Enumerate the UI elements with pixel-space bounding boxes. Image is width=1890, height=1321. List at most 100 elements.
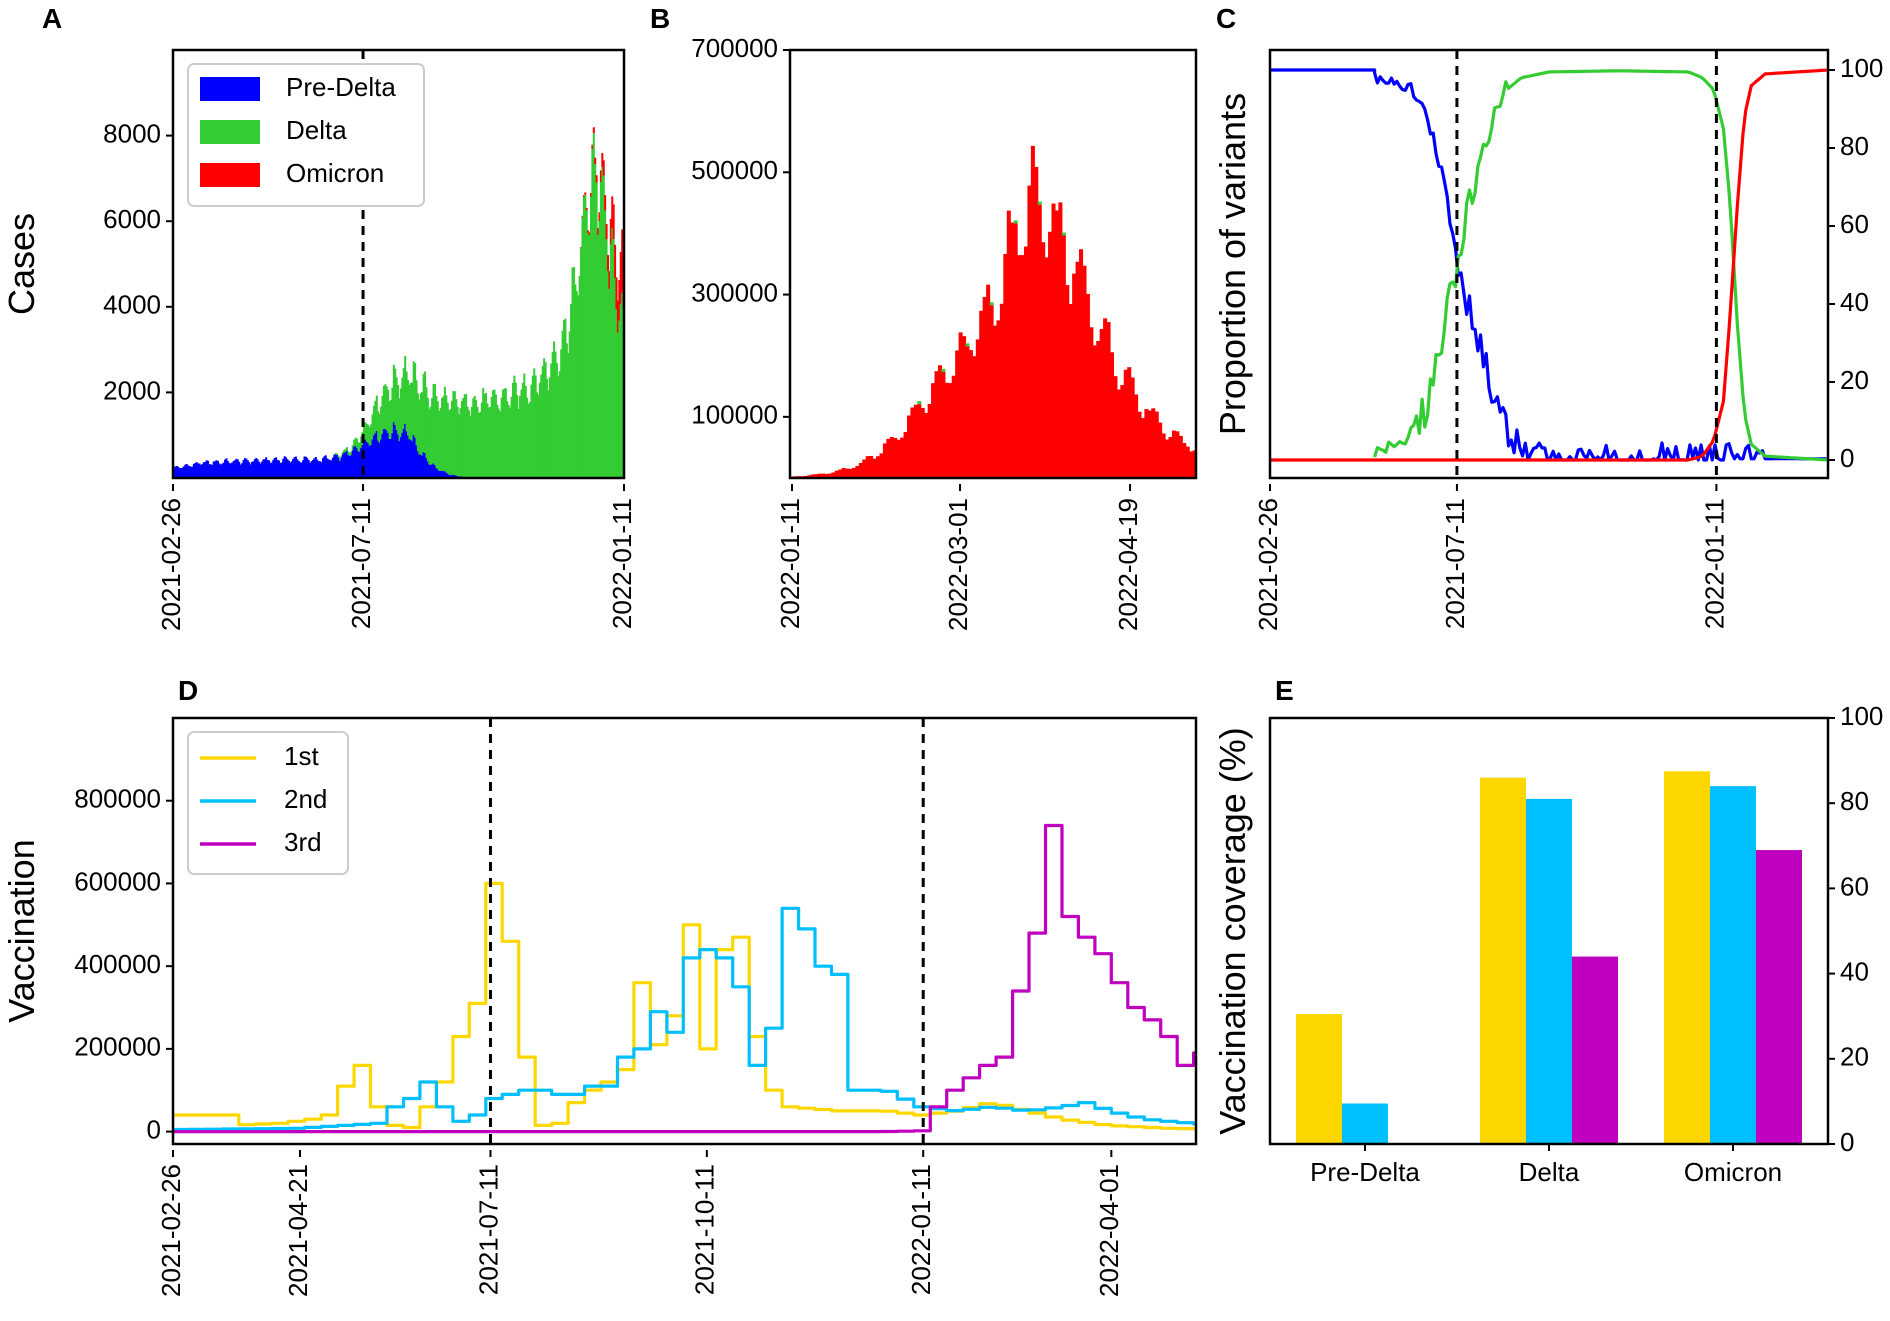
legend-label: Delta [286, 115, 347, 145]
bar-pre-delta [313, 458, 316, 478]
bar-delta [489, 406, 492, 478]
y-tick-label: 2000 [103, 375, 161, 405]
bar-delta [404, 355, 407, 424]
bar-delta [389, 399, 393, 439]
bar-pre-delta [438, 470, 441, 478]
bar-omicron [917, 404, 922, 478]
bar-pre-delta [259, 463, 262, 478]
bar-delta [510, 396, 513, 478]
bar-pre-delta [309, 462, 312, 478]
bar-delta [344, 448, 347, 453]
bar-delta [368, 427, 371, 446]
bar-omicron [599, 170, 602, 183]
bar-pre-delta [221, 463, 224, 478]
bar-pre-delta [344, 452, 347, 478]
bar-pre-delta [268, 460, 271, 478]
bar-delta [409, 382, 412, 440]
bar-delta [521, 382, 524, 478]
bar-omicron [865, 456, 870, 478]
bar-delta [458, 414, 461, 477]
y-axis-label: Vaccination coverage (%) [1212, 727, 1253, 1135]
bar-pre-delta [258, 461, 261, 478]
bar-delta [394, 368, 397, 425]
bar-pre-delta [272, 459, 275, 478]
bar-delta [534, 375, 537, 478]
panel-label: D [178, 675, 198, 706]
bar-pre-delta [194, 462, 197, 478]
bar-pre-delta [387, 432, 390, 478]
bar-delta [467, 410, 471, 478]
bar-omicron [920, 407, 925, 478]
y-tick-label: 200000 [74, 1032, 161, 1062]
bar-pre-delta [188, 466, 191, 478]
bar-omicron [585, 208, 588, 211]
bar-delta [367, 424, 370, 444]
bar-pre-delta [334, 454, 337, 478]
bar-pre-delta [364, 439, 367, 478]
bar-omicron-dose-2nd [1710, 786, 1756, 1144]
bar-pre-delta [251, 461, 254, 478]
bar-pre-delta [242, 460, 245, 478]
bar-pre-delta [375, 430, 378, 478]
bar-pre-delta [239, 464, 242, 478]
bar-delta [941, 368, 946, 372]
bar-pre-delta [283, 456, 286, 478]
bar-delta [530, 384, 533, 478]
bar-pre-delta [229, 463, 232, 478]
bar-pre-delta [182, 466, 185, 478]
bar-omicron [1065, 285, 1070, 478]
bar-omicron [827, 473, 832, 478]
y-tick-label: 40 [1840, 956, 1869, 986]
bar-delta [476, 406, 479, 478]
bar-delta [507, 405, 510, 478]
bar-pre-delta [421, 455, 424, 478]
bar-pre-delta [282, 458, 285, 478]
bar-pre-delta [385, 430, 388, 478]
line-delta [1373, 69, 1827, 462]
bar-pre-delta [371, 439, 374, 478]
legend-swatch-delta [200, 120, 260, 144]
bar-pre-delta [294, 456, 297, 478]
bar-delta [433, 383, 436, 465]
bar-pre-delta [198, 463, 201, 478]
bar-omicron [1185, 446, 1190, 478]
x-tick-label: 2022-03-01 [943, 498, 973, 631]
x-tick-label: 2021-07-11 [346, 498, 376, 629]
bar-delta [591, 149, 594, 478]
y-tick-label: 0 [1840, 443, 1854, 473]
bar-pre-delta [231, 462, 234, 478]
bar-delta [615, 309, 618, 478]
bar-pre-delta [361, 444, 364, 478]
bar-omicron [1189, 451, 1194, 478]
bar-omicron [592, 127, 595, 134]
bar-pre-delta [224, 459, 227, 478]
bar-delta [570, 303, 573, 478]
y-axis-label: Vaccination [1, 839, 42, 1022]
legend-label: Omicron [286, 158, 384, 188]
bar-pre-delta [314, 456, 317, 478]
bar-delta [502, 389, 505, 478]
bar-pre-delta [211, 465, 214, 478]
bar-omicron [1103, 318, 1108, 478]
bar-omicron [1030, 145, 1035, 478]
bar-pre-delta [395, 429, 398, 478]
bar-delta [533, 368, 536, 478]
bar-delta [589, 196, 592, 478]
bar-pre-delta [289, 462, 292, 478]
bar-pre-delta [212, 461, 215, 478]
bar-omicron [1120, 385, 1125, 478]
bar-delta [365, 423, 368, 442]
bar-omicron [581, 216, 584, 218]
bar-pre-delta [435, 467, 438, 478]
bar-delta [565, 343, 568, 478]
bar-delta [375, 395, 378, 431]
bar-delta [526, 397, 529, 478]
bar-pre-delta [292, 458, 295, 478]
bar-delta [392, 364, 395, 423]
bar-pre-delta [248, 462, 251, 478]
bar-pre-delta [404, 423, 407, 478]
bar-omicron [1127, 367, 1132, 478]
y-tick-label: 6000 [103, 204, 161, 234]
bar-delta [524, 385, 527, 478]
bar-omicron [1175, 431, 1180, 478]
